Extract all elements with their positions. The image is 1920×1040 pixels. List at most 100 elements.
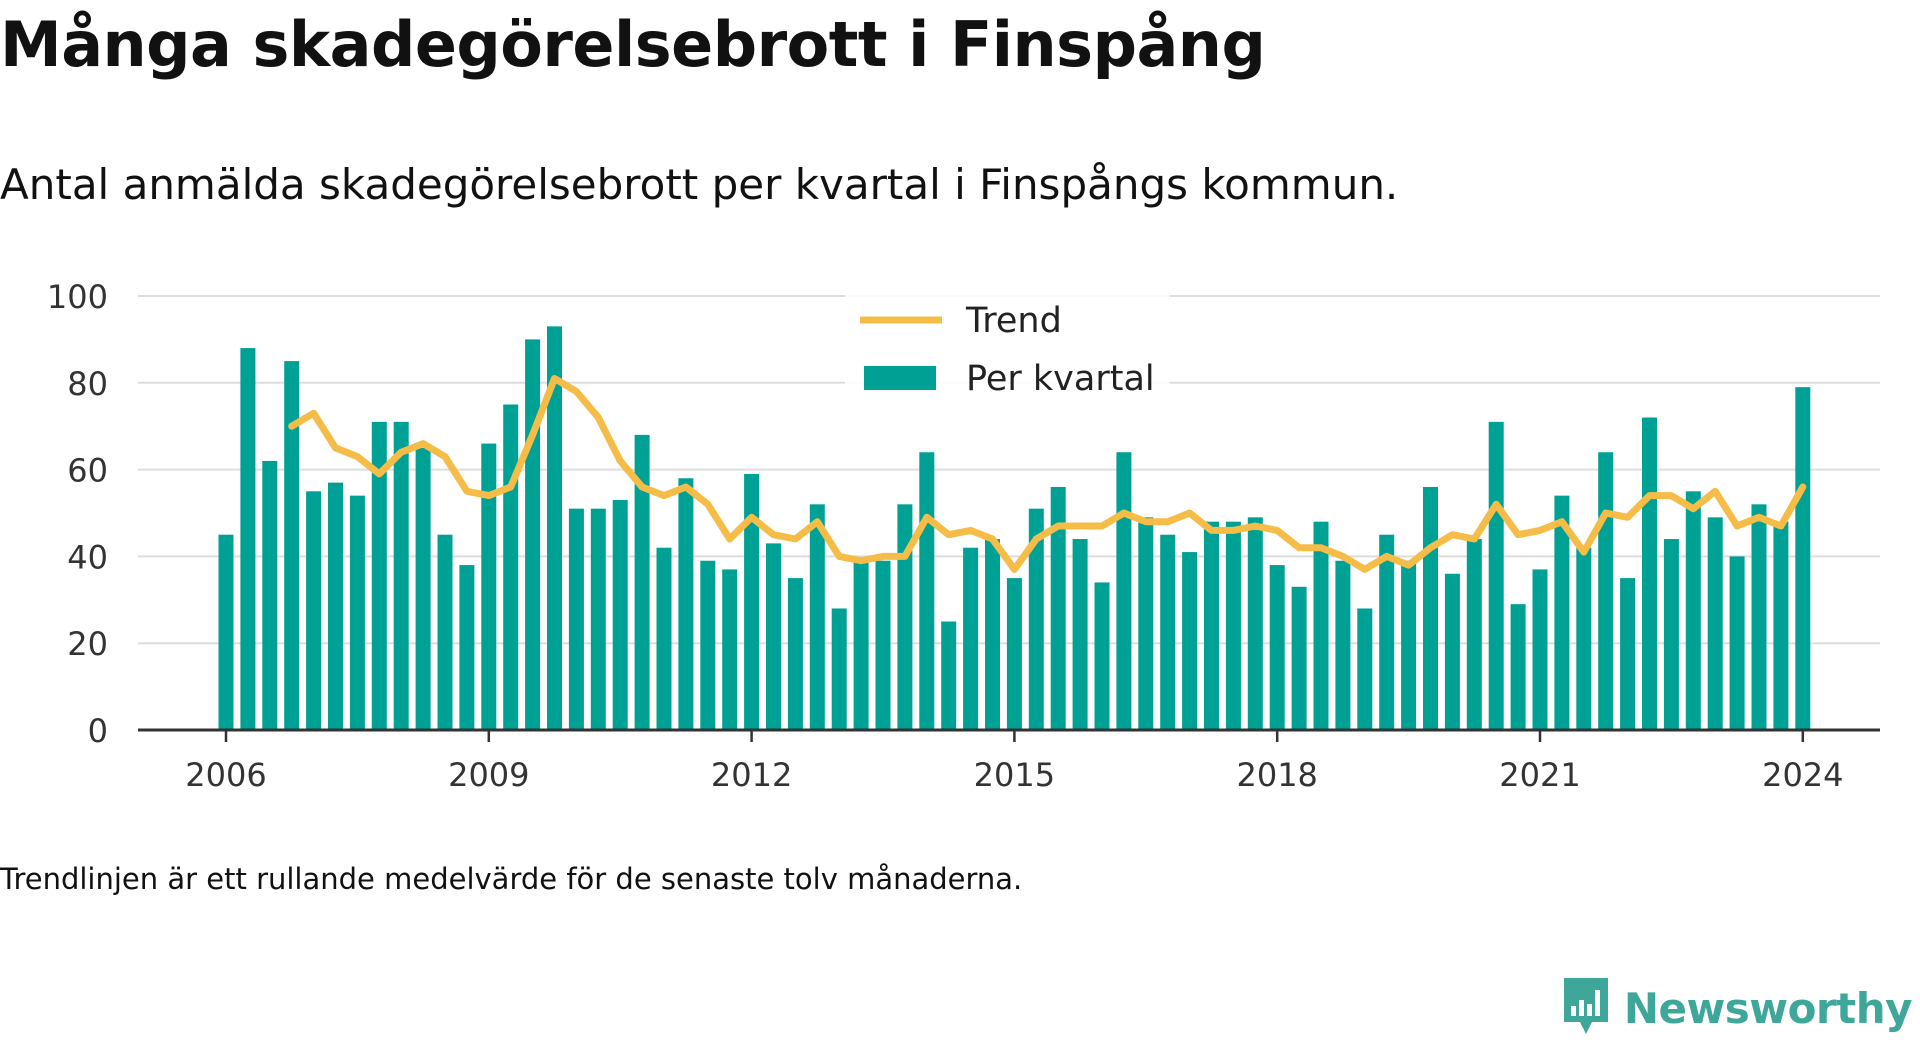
bar [787, 578, 803, 730]
bar [503, 404, 519, 730]
legend-bars-label: Per kvartal [966, 359, 1155, 399]
y-tick-label: 60 [67, 452, 108, 490]
y-tick-label: 40 [67, 538, 108, 576]
bars [218, 326, 1811, 730]
bar [371, 421, 387, 730]
bar [1182, 552, 1198, 730]
bar [1357, 608, 1373, 730]
bar [809, 504, 825, 730]
bar [590, 508, 606, 730]
bar [262, 460, 278, 730]
bar [722, 569, 738, 730]
bar [985, 539, 1000, 730]
y-tick-labels: 0 20 40 60 80 100 [47, 278, 108, 750]
bar [1313, 521, 1329, 730]
bar [1247, 517, 1263, 730]
bar [1751, 504, 1767, 730]
legend-trend-label: Trend [965, 301, 1062, 341]
bar [1554, 495, 1570, 730]
bar [393, 421, 409, 730]
y-tick-label: 100 [47, 278, 108, 316]
x-tick-label: 2018 [1236, 756, 1317, 790]
bar [1050, 486, 1066, 730]
bar [1795, 387, 1811, 730]
bar [1598, 452, 1614, 730]
bar [1401, 560, 1417, 730]
bar [525, 339, 541, 730]
bar [1138, 517, 1154, 730]
bar [1444, 573, 1460, 730]
x-tick-label: 2024 [1762, 756, 1843, 790]
bar [1423, 486, 1438, 730]
bar [1488, 421, 1504, 730]
x-tick-label: 2009 [448, 756, 529, 790]
bar [1006, 578, 1022, 730]
bar [1620, 578, 1636, 730]
x-axis: 2006 2009 2012 2015 2018 2021 2024 [138, 728, 1880, 790]
bar [1291, 586, 1307, 730]
bar [1204, 521, 1219, 730]
bar [1576, 547, 1592, 730]
chart: 0 20 40 60 80 100 2006 2009 2012 2015 2018 2021 202… [47, 278, 1880, 790]
y-tick-label: 80 [67, 365, 108, 403]
trend-line-group [288, 375, 1807, 573]
chart-title: Många skadegörelsebrott i Finspång [0, 8, 1266, 81]
legend-bars-swatch [864, 366, 936, 390]
bar [349, 495, 365, 730]
bar [415, 447, 431, 730]
bar [1269, 565, 1285, 730]
bar [1729, 556, 1745, 730]
bar [1028, 508, 1044, 730]
brand: Newsworthy [1562, 978, 1913, 1038]
newsworthy-logo-icon [1563, 978, 1608, 1034]
footnote: Trendlinjen är ett rullande medelvärde f… [0, 862, 1023, 896]
bar [459, 565, 475, 730]
x-tick-label: 2015 [974, 756, 1055, 790]
bar [963, 547, 979, 730]
bar [766, 543, 781, 730]
bar [875, 560, 891, 730]
y-tick-label: 0 [88, 712, 108, 750]
bar [1335, 560, 1351, 730]
bar [897, 504, 913, 730]
brand-name: Newsworthy [1623, 983, 1913, 1033]
bar [218, 534, 234, 730]
bar [1685, 491, 1701, 730]
bar [328, 482, 343, 730]
bar [1072, 539, 1088, 730]
trend-line [288, 375, 1807, 573]
bar [1094, 582, 1110, 730]
bar [1160, 534, 1176, 730]
bar [1642, 417, 1657, 730]
x-tick-label: 2006 [185, 756, 266, 790]
bar [481, 443, 497, 730]
bar [941, 621, 957, 730]
bar [1510, 604, 1526, 730]
bar [831, 608, 847, 730]
bar [612, 499, 628, 730]
bar [306, 491, 322, 730]
bar [744, 473, 760, 730]
bar [1379, 534, 1395, 730]
bar [1707, 517, 1723, 730]
x-tick-label: 2012 [711, 756, 792, 790]
bar [1225, 521, 1241, 730]
bar [656, 547, 672, 730]
bar [919, 452, 935, 730]
bar [1466, 539, 1482, 730]
bar [700, 560, 716, 730]
bar [678, 478, 694, 730]
bar [853, 560, 869, 730]
bar [1532, 569, 1548, 730]
bar [240, 348, 256, 730]
bar [568, 508, 584, 730]
bar [634, 434, 650, 730]
bar [437, 534, 453, 730]
bar [1663, 539, 1679, 730]
bar [284, 361, 300, 730]
chart-subtitle: Antal anmälda skadegörelsebrott per kvar… [0, 160, 1399, 209]
bar [1773, 521, 1789, 730]
bar [547, 326, 562, 730]
x-tick-label: 2021 [1499, 756, 1580, 790]
bar [1116, 452, 1132, 730]
